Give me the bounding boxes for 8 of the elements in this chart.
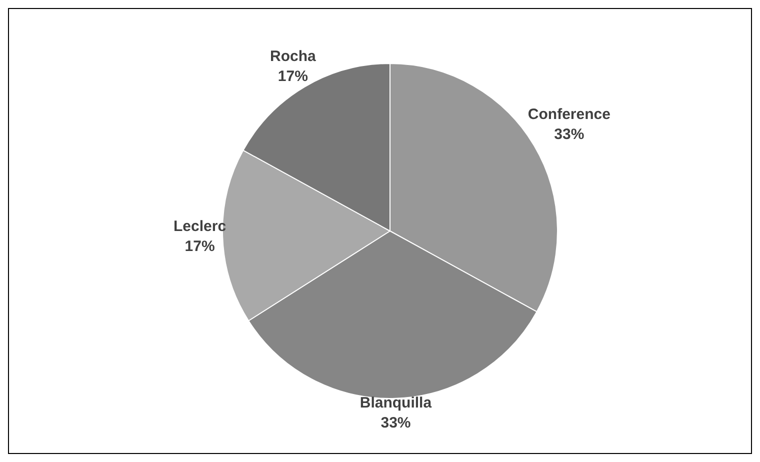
slice-label: Leclerc [174,218,226,236]
data-label: 17% [184,238,215,256]
slice-label: Conference [528,106,610,124]
slice-label: Blanquilla [360,394,432,412]
slice-label: Rocha [270,48,317,66]
data-label: 33% [554,126,584,144]
data-label: 33% [380,414,411,432]
data-label: 17% [278,68,308,86]
